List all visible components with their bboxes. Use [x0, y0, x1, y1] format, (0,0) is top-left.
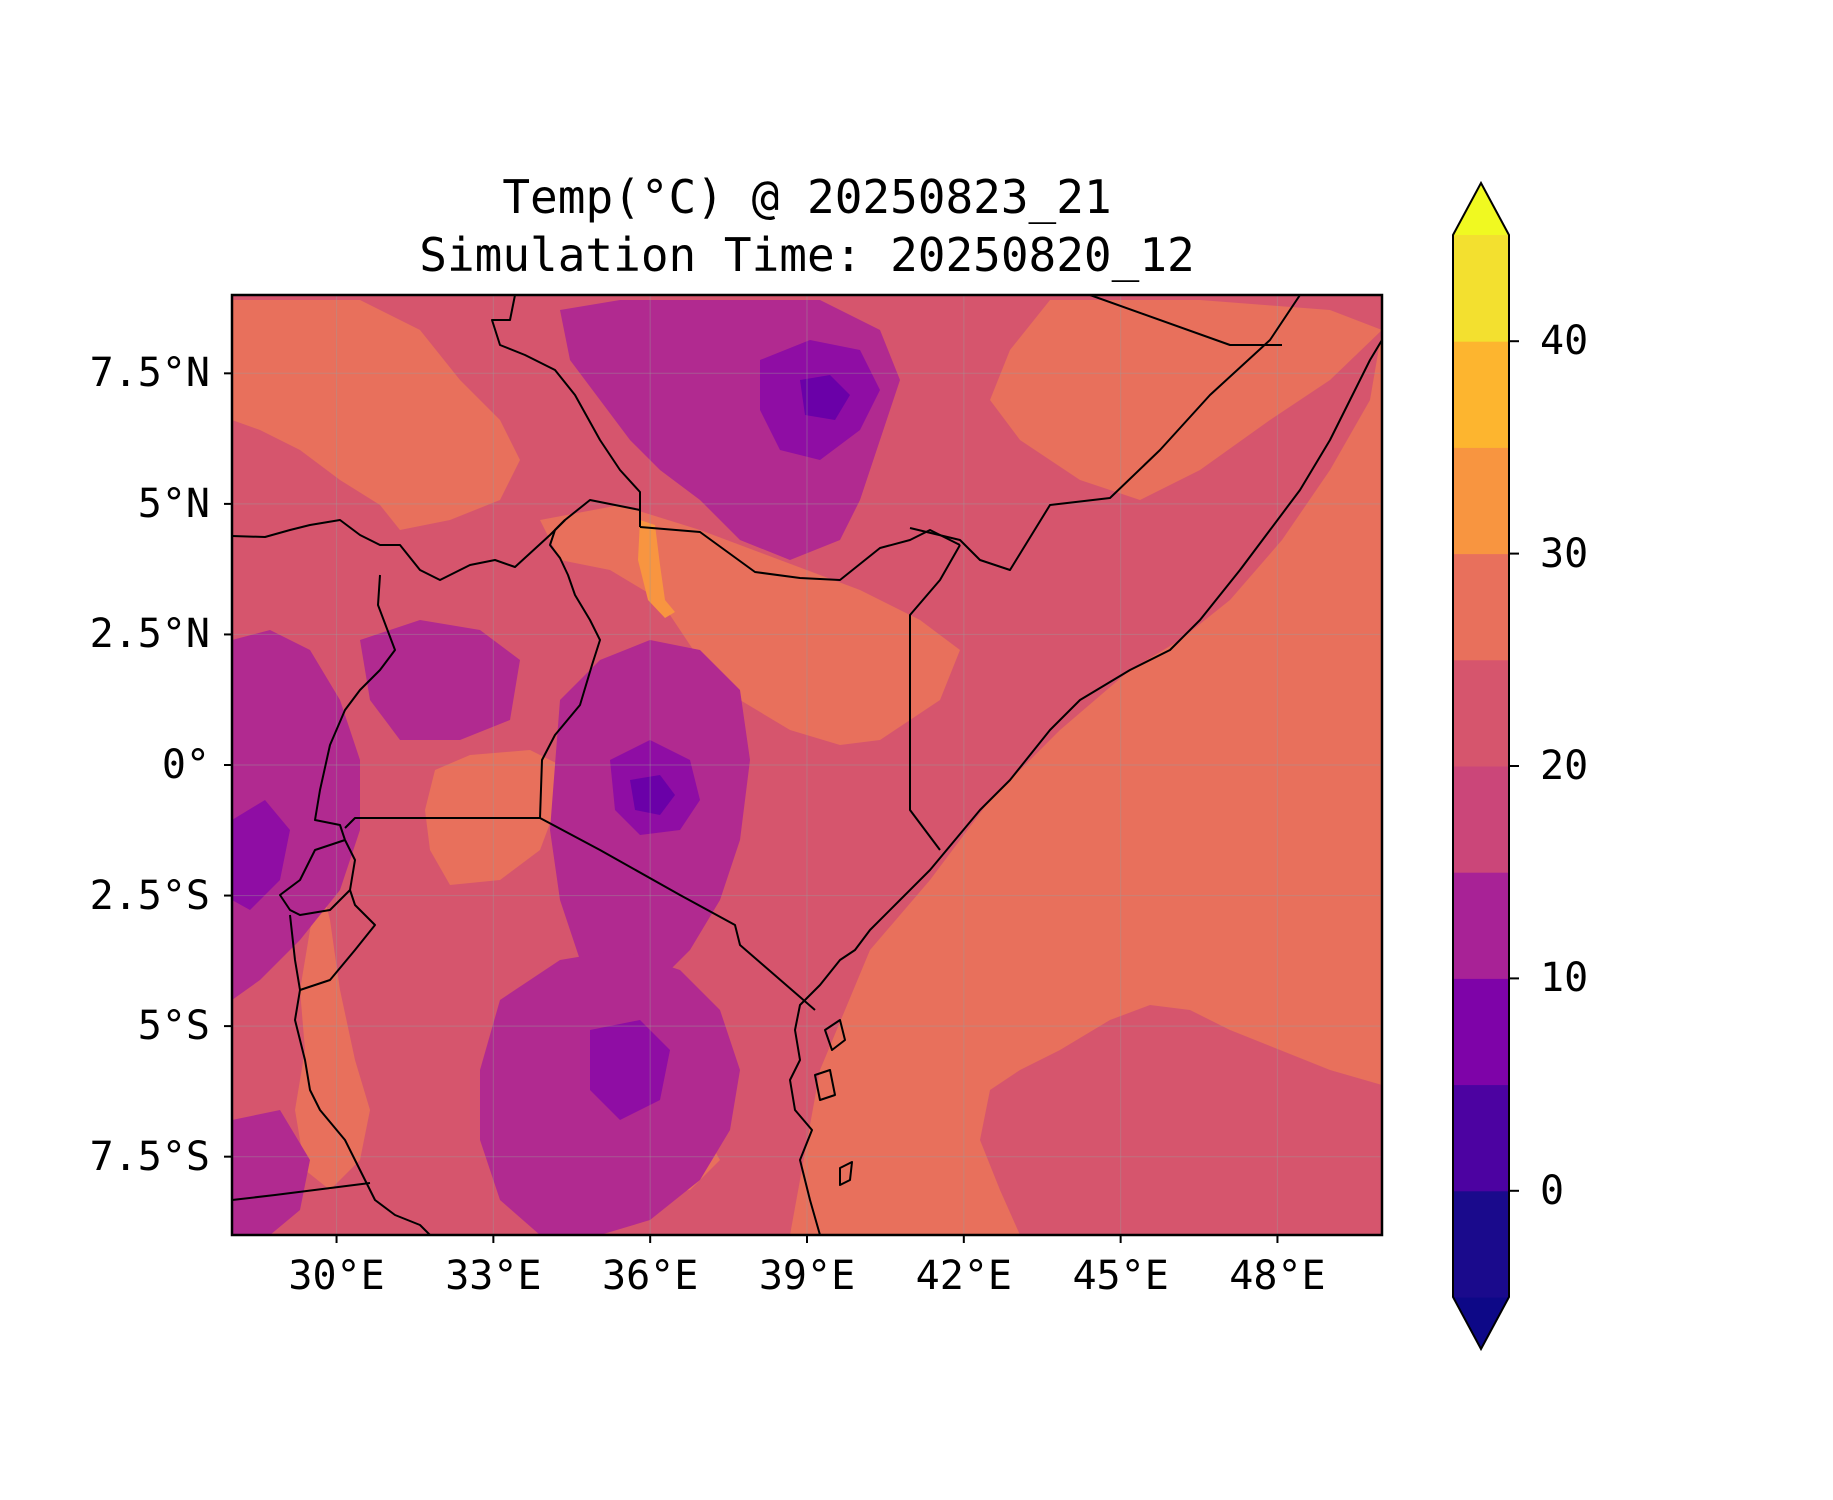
lake-tanganyika-shore	[294, 989, 431, 1235]
colorbar-tick-label: 20	[1540, 743, 1589, 789]
map-title: Temp(°C) @ 20250823_21	[502, 170, 1112, 224]
lon-tick-label: 39°E	[758, 1253, 856, 1299]
field-hot-rift	[295, 880, 370, 1190]
field-hot-ocean	[790, 330, 1382, 1235]
field-cold-tanzania	[590, 1020, 670, 1120]
ethiopia-somalia-north	[1089, 295, 1282, 346]
colorbar-segment	[1453, 659, 1509, 767]
field-very-cold-ethiopia	[800, 375, 850, 420]
lake-victoria-border	[344, 817, 540, 829]
colorbar-tick-label: 10	[1540, 955, 1589, 1002]
lat-tick-marks	[224, 372, 232, 1158]
colorbar-segment	[1453, 235, 1509, 342]
burundi-border	[289, 889, 376, 991]
lat-tick-label: 5°N	[137, 480, 210, 527]
country-borders	[232, 295, 1382, 1235]
field-very-hot-turkana	[638, 520, 675, 618]
colorbar-segment	[1453, 766, 1509, 873]
lat-tick-label: 2.5°N	[89, 611, 210, 658]
lon-tick-label: 30°E	[288, 1253, 385, 1299]
field-very-cold-kenya	[630, 775, 675, 815]
lat-tick-label: 2.5°S	[89, 872, 210, 919]
lon-tick-label: 33°E	[445, 1253, 542, 1299]
rwanda-border	[279, 839, 356, 916]
colorbar-segment	[1453, 978, 1509, 1086]
colorbar	[1452, 180, 1519, 1352]
colorbar-segment	[1453, 447, 1509, 555]
kenya-ethiopia-border	[639, 526, 961, 581]
lon-tick-marks	[335, 1235, 1279, 1243]
colorbar-tick-label: 40	[1540, 318, 1589, 365]
zambia-border	[232, 1182, 371, 1201]
colorbar-segment	[1453, 872, 1509, 979]
lon-tick-label: 36°E	[602, 1253, 699, 1299]
field-cold-west	[232, 800, 290, 910]
lon-tick-label: 42°E	[915, 1253, 1012, 1299]
south-sudan-border	[232, 499, 641, 581]
colorbar-segment	[1453, 553, 1509, 661]
colorbar-tick-label: 30	[1540, 530, 1589, 577]
temperature-field	[232, 295, 1382, 1235]
lon-tick-label: 45°E	[1072, 1253, 1169, 1299]
colorbar-over-extension	[1453, 183, 1509, 235]
field-hot-ne	[990, 300, 1382, 500]
lat-tick-label: 5°S	[137, 1003, 210, 1050]
colorbar-under-extension	[1453, 1297, 1509, 1349]
colorbar-outline	[1452, 180, 1510, 1352]
lat-tick-label: 0°	[161, 742, 210, 788]
lon-tick-label: 48°E	[1229, 1253, 1326, 1299]
colorbar-segment	[1453, 341, 1509, 448]
lat-tick-label: 7.5°S	[89, 1133, 210, 1180]
colorbar-segment	[1453, 1190, 1509, 1298]
field-cool-sw	[232, 1110, 310, 1235]
kenya-somalia-border	[909, 544, 961, 851]
sudan-border	[491, 295, 641, 510]
zanzibar-island	[824, 1019, 846, 1051]
field-cool-west	[232, 630, 360, 1000]
map-subtitle: Simulation Time: 20250820_12	[419, 228, 1195, 282]
mafia-island	[839, 1161, 853, 1186]
kenya-uganda-border	[539, 519, 601, 819]
drc-uganda-border	[314, 574, 396, 841]
colorbar-tick-label: 0	[1540, 1167, 1565, 1214]
field-cool-uganda	[360, 620, 520, 740]
colorbar-segment	[1453, 1084, 1509, 1192]
coastline	[789, 339, 1382, 1235]
gridlines	[232, 295, 1382, 1235]
ethiopia-somalia-border	[909, 295, 1301, 571]
field-hot-north	[232, 300, 520, 530]
lat-tick-label: 7.5°N	[89, 350, 210, 397]
kenya-tanzania-border	[539, 817, 816, 1011]
pemba-island	[814, 1069, 836, 1101]
